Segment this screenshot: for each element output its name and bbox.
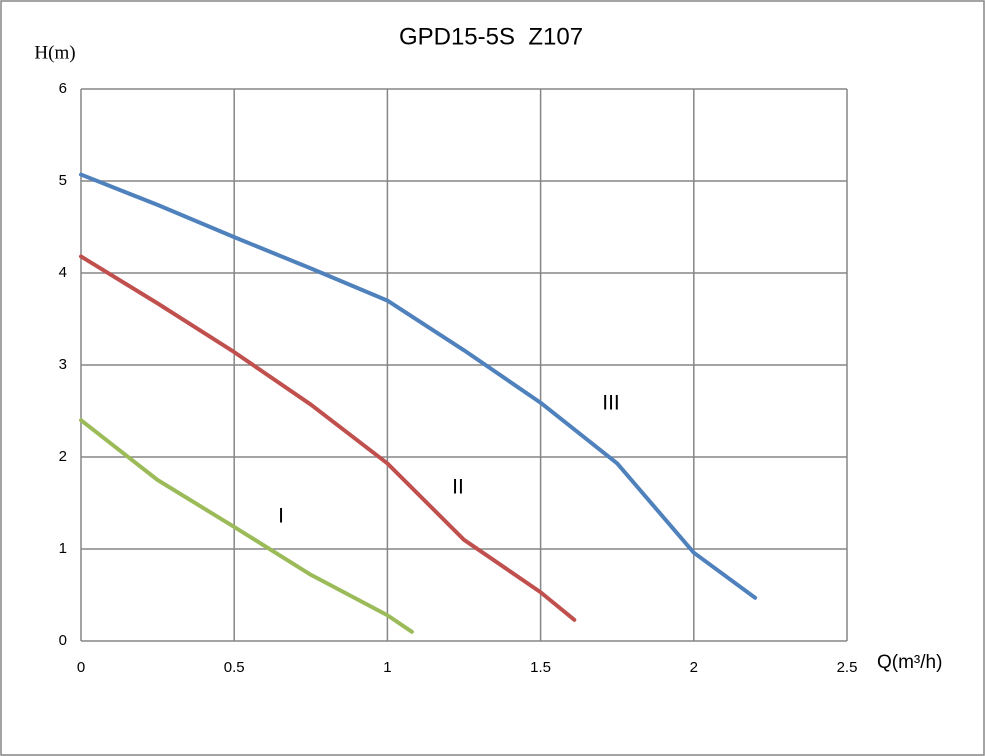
x-tick-label: 0 (77, 659, 85, 676)
y-tick-label: 6 (59, 80, 67, 97)
chart-title: GPD15-5S Z107 (399, 23, 583, 50)
y-axis-label: H(m) (34, 42, 75, 63)
y-tick-label: 4 (59, 264, 67, 281)
x-axis-label: Q(m³/h) (877, 652, 942, 673)
x-tick-label: 2.5 (837, 659, 858, 676)
x-tick-label: 2 (690, 659, 698, 676)
curve-label: I (278, 505, 284, 528)
y-tick-label: 1 (59, 540, 67, 557)
curve (79, 172, 758, 600)
y-tick-label: 5 (59, 172, 67, 189)
curve-label: II (452, 476, 464, 499)
x-tick-label: 1.5 (530, 659, 551, 676)
curve-label: III (602, 392, 620, 415)
y-tick-label: 2 (59, 448, 67, 465)
curve (79, 418, 414, 634)
x-tick-label: 0.5 (224, 659, 245, 676)
y-tick-label: 0 (59, 632, 67, 649)
x-tick-label: 1 (383, 659, 391, 676)
y-tick-label: 3 (59, 356, 67, 373)
curve (79, 254, 577, 622)
